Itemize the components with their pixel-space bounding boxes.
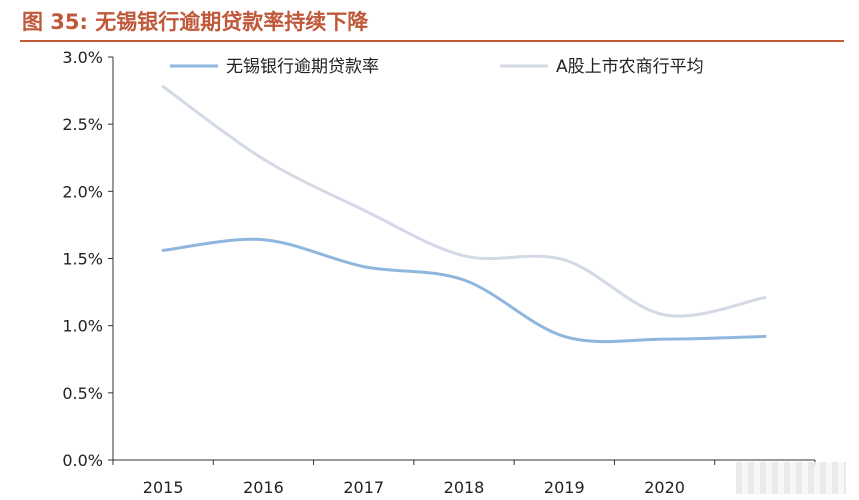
y-tick-label: 0.5%	[62, 384, 103, 403]
y-tick-label: 0.0%	[62, 451, 103, 470]
x-tick-label: 2017	[343, 478, 384, 497]
y-axis-ticks: 0.0% 0.5% 1.0% 1.5% 2.0% 2.5% 3.0%	[62, 48, 113, 470]
legend-label-1: A股上市农商行平均	[556, 57, 704, 77]
x-tick-label: 2015	[143, 478, 184, 497]
y-tick-label: 1.5%	[62, 250, 103, 269]
x-tick-label: 2016	[243, 478, 284, 497]
y-tick-label: 2.0%	[62, 182, 103, 201]
x-tick-label: 2018	[444, 478, 485, 497]
chart-legend: 无锡银行逾期贷款率 A股上市农商行平均	[170, 57, 704, 77]
x-axis-ticks: 2015 2016 2017 2018 2019 2020	[112, 460, 816, 497]
chart-series	[161, 85, 767, 344]
x-tick-label: 2020	[644, 478, 685, 497]
chart-title: 图 35: 无锡银行逾期贷款率持续下降	[22, 10, 369, 34]
title-divider	[20, 40, 844, 42]
series-line-1	[161, 85, 767, 318]
y-tick-label: 1.0%	[62, 317, 103, 336]
legend-label-0: 无锡银行逾期贷款率	[226, 57, 379, 77]
x-tick-label: 2019	[544, 478, 585, 497]
series-line-0	[161, 237, 767, 344]
y-tick-label: 3.0%	[62, 48, 103, 67]
y-tick-label: 2.5%	[62, 115, 103, 134]
watermark-blur	[736, 462, 846, 494]
chart-axes	[112, 57, 815, 461]
